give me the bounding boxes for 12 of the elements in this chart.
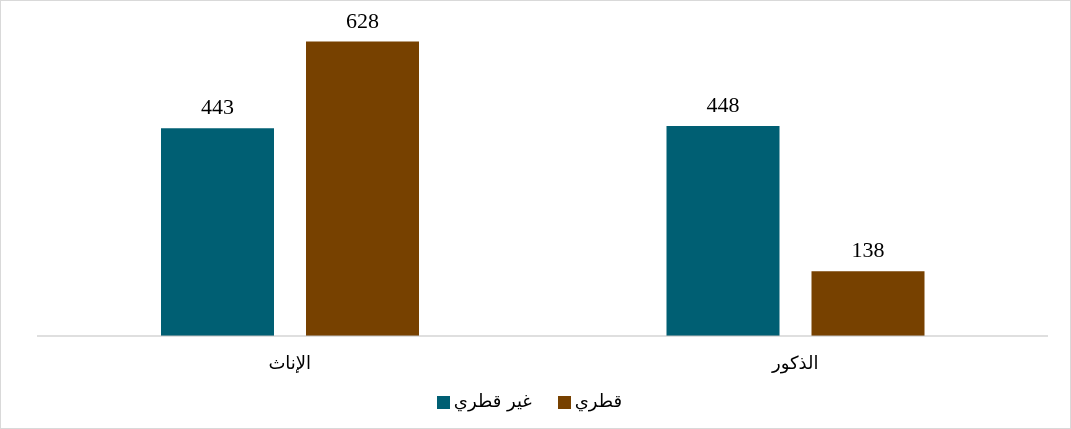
data-label: 628 [346,7,379,33]
bar [306,41,419,336]
data-label: 443 [201,94,234,120]
legend-label: قطري [574,390,623,411]
bar [161,128,274,336]
x-tick-label: الإناث [268,351,312,373]
bar [811,271,925,336]
x-tick-label: الذكور [771,351,819,374]
data-label: 138 [851,237,885,263]
legend-label: غير قطري [453,390,532,411]
bar [666,125,780,336]
data-label: 448 [706,91,740,117]
